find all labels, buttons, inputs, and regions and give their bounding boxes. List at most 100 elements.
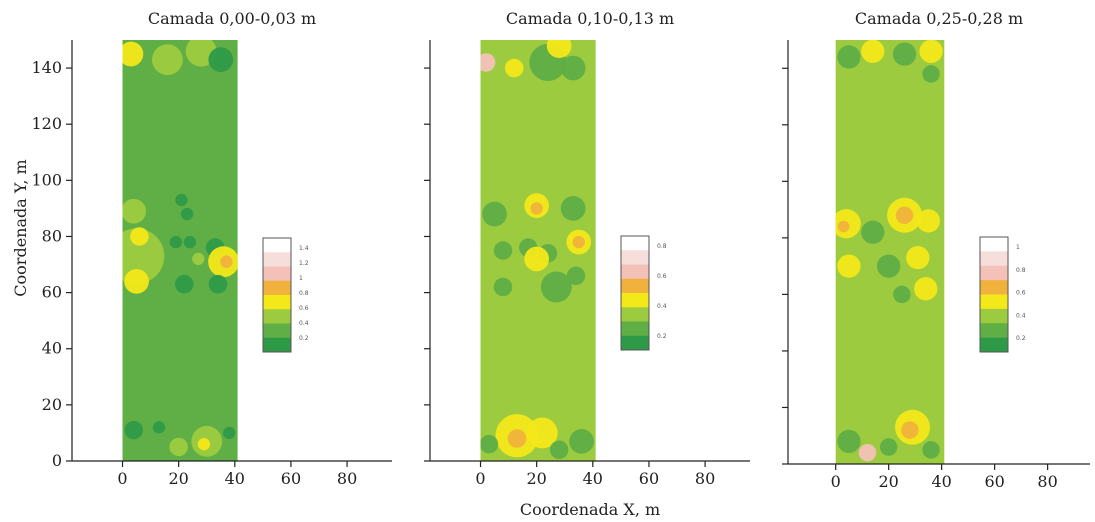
legend-label: 0.2 (657, 333, 667, 340)
legend-swatch (621, 264, 649, 280)
y-tick-label: 40 (42, 339, 62, 358)
heatmap-spots (480, 40, 594, 460)
x-tick-label: 80 (337, 469, 357, 488)
heatmap-spot (922, 65, 940, 83)
legend-swatch (263, 238, 291, 253)
legend-swatch (621, 250, 649, 265)
legend-swatch (621, 335, 649, 351)
x-axis-label: Coordenada X, m (520, 500, 660, 519)
heatmap-spot (197, 437, 211, 451)
x-tick-label: 80 (1037, 472, 1057, 491)
heatmap-spot (180, 207, 194, 221)
x-tick-label: 40 (583, 469, 603, 488)
heatmap-spot (540, 271, 572, 303)
heatmap-spot (922, 441, 940, 459)
legend-swatch (980, 251, 1008, 267)
legend-swatch (263, 323, 291, 339)
heatmap-spot (493, 241, 513, 260)
panel-2: Camada 0,10-0,13 m 0 20 40 60 80 0.8 0.6 0.4 0.2 (424, 9, 750, 488)
heatmap-spot (549, 440, 569, 460)
heatmap-spot (895, 206, 914, 224)
heatmap-spot (183, 235, 197, 249)
legend-label: 1.4 (299, 245, 309, 252)
x-tick-label: 0 (831, 472, 841, 491)
legend-swatch (980, 308, 1008, 324)
heatmap-spot (152, 421, 166, 434)
heatmap-spot (480, 53, 496, 72)
heatmap-spot (124, 420, 144, 440)
heatmap-spots (122, 40, 238, 457)
heatmap-spots (835, 40, 943, 462)
heatmap-spot (837, 429, 861, 454)
panel-title: Camada 0,10-0,13 m (506, 9, 674, 28)
y-tick-label: 100 (31, 170, 62, 189)
heatmap-spot (124, 269, 149, 294)
y-tick-label: 120 (31, 114, 62, 133)
heatmap-spot (893, 285, 911, 304)
heatmap-spot (122, 41, 144, 67)
heatmap-spot (569, 429, 594, 454)
heatmap-spot (837, 220, 850, 233)
heatmap-field (835, 40, 945, 464)
heatmap-spot (861, 220, 885, 244)
legend-label: 1.2 (299, 260, 309, 267)
heatmap-spot (220, 255, 233, 268)
x-tick-label: 20 (878, 472, 898, 491)
legend-label: 0.6 (299, 305, 309, 312)
y-tick-label: 20 (42, 395, 62, 414)
legend-swatch (621, 321, 649, 337)
y-tick-label: 0 (52, 451, 62, 470)
heatmap-spot (208, 274, 228, 294)
panel-1: Camada 0,00-0,03 m 0 20 40 60 80 100 120 140 0 20 4… (31, 9, 392, 488)
legend-swatch (263, 309, 291, 324)
y-axis-label: Coordenada Y, m (11, 159, 30, 296)
legend-swatch (621, 278, 649, 294)
legend-label: 0.4 (657, 303, 667, 310)
x-tick-label: 60 (281, 469, 301, 488)
heatmap-spot (560, 196, 586, 221)
heatmap-spot (482, 201, 507, 227)
heatmap-spot (507, 429, 527, 448)
legend-swatch (263, 337, 291, 353)
heatmap-spot (208, 47, 234, 72)
x-tick-label: 60 (639, 469, 659, 488)
x-tick-label: 0 (475, 469, 485, 488)
heatmap-spot (901, 421, 919, 439)
heatmap-spot (837, 254, 861, 278)
legend-label: 0.6 (1016, 290, 1026, 297)
x-tick-label: 80 (695, 469, 715, 488)
x-tick-label: 40 (225, 469, 245, 488)
heatmap-spot (877, 254, 901, 278)
heatmap-spot (122, 198, 147, 224)
heatmap-spot (566, 266, 586, 286)
heatmap-spot (169, 235, 183, 249)
legend-label: 0.8 (299, 290, 309, 297)
x-tick-label: 60 (984, 472, 1004, 491)
heatmap-spot (504, 58, 524, 78)
heatmap-spot (175, 193, 188, 207)
legend-swatch (980, 265, 1008, 281)
heatmap-spot (879, 438, 898, 456)
heatmap-spot (480, 434, 499, 454)
heatmap-spot (837, 45, 861, 69)
y-tick-label: 60 (42, 283, 62, 302)
y-tick-label: 140 (31, 58, 62, 77)
heatmap-spot (861, 40, 885, 63)
legend-swatch (263, 266, 291, 282)
legend-label: 0.8 (1016, 267, 1026, 274)
color-legend: 0.8 0.6 0.4 0.2 (620, 235, 667, 351)
heatmap-spot (914, 277, 938, 301)
panel-title: Camada 0,25-0,28 m (855, 9, 1023, 28)
heatmap-spot (892, 42, 917, 66)
legend-swatch (263, 280, 291, 296)
heatmap-spot (919, 40, 943, 63)
legend-swatch (980, 294, 1008, 310)
legend-swatch (621, 307, 649, 322)
heatmap-spot (524, 246, 550, 272)
legend-label: 1 (299, 275, 303, 282)
color-legend: 1 0.8 0.6 0.4 0.2 (979, 236, 1026, 353)
panel-title: Camada 0,00-0,03 m (148, 9, 316, 28)
panel-3: Camada 0,25-0,28 m 0 20 40 60 80 1 0.8 0.6 0.4 0.2 (782, 9, 1090, 491)
